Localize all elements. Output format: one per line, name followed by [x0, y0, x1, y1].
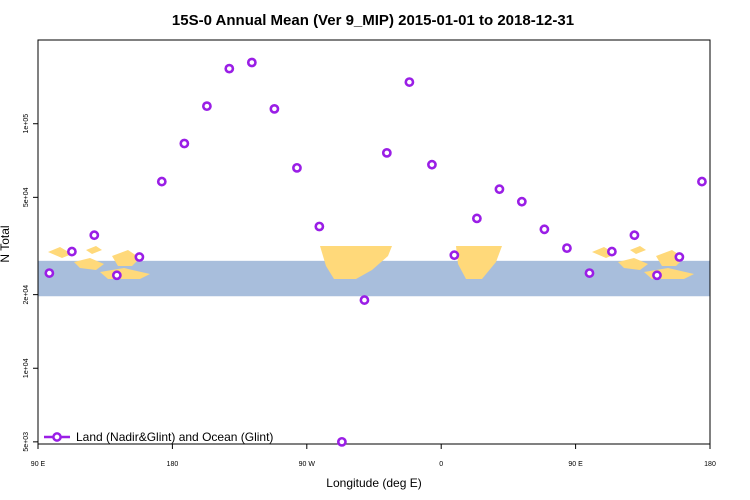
- x-tick-label: 180: [167, 461, 179, 468]
- y-axis-label: N Total: [0, 225, 12, 262]
- data-point: [449, 250, 460, 261]
- data-point: [539, 224, 550, 235]
- data-point: [404, 77, 415, 87]
- land-mass: [112, 250, 140, 266]
- data-point: [381, 147, 392, 158]
- data-point: [179, 138, 190, 149]
- data-point: [471, 213, 482, 224]
- data-point: [224, 63, 235, 74]
- data-point: [44, 268, 55, 278]
- y-tick-label: 2e+04: [23, 285, 30, 305]
- data-point: [516, 196, 527, 207]
- data-point: [292, 162, 302, 173]
- legend-label: Land (Nadir&Glint) and Ocean (Glint): [76, 430, 273, 444]
- data-point: [156, 176, 167, 187]
- data-point: [336, 436, 347, 447]
- data-point: [652, 270, 662, 281]
- plot-frame: [37, 39, 711, 445]
- x-tick-label: 90 E: [568, 461, 583, 468]
- x-tick-label: 90 W: [299, 461, 316, 468]
- y-tick-label: 5e+04: [23, 187, 30, 207]
- data-points: [44, 57, 707, 447]
- data-point: [697, 176, 707, 187]
- data-point: [606, 246, 617, 257]
- land-mass: [320, 246, 392, 279]
- y-tick-label: 5e+03: [23, 432, 30, 452]
- y-tick-label: 1e+05: [23, 114, 30, 134]
- data-point: [629, 230, 640, 241]
- data-point: [584, 268, 595, 278]
- x-tick-label: 0: [439, 461, 443, 468]
- world-map-band: [38, 246, 710, 297]
- land-mass: [86, 246, 102, 254]
- data-point: [674, 252, 685, 262]
- x-tick-label: 180: [704, 461, 716, 468]
- land-mass: [618, 258, 648, 270]
- land-mass: [456, 246, 502, 279]
- data-point: [314, 221, 325, 232]
- land-mass: [74, 258, 104, 270]
- data-point: [427, 159, 437, 170]
- y-tick-label: 1e+04: [23, 358, 30, 378]
- data-point: [134, 252, 145, 262]
- legend: Land (Nadir&Glint) and Ocean (Glint): [44, 430, 273, 444]
- x-axis-label: Longitude (deg E): [326, 476, 421, 490]
- data-point: [562, 243, 572, 254]
- data-point: [66, 246, 77, 257]
- chart-title: 15S-0 Annual Mean (Ver 9_MIP) 2015-01-01…: [172, 12, 574, 29]
- x-axis: 90 E 180 90 W 0 90 E 180: [31, 444, 716, 468]
- data-point: [201, 101, 212, 112]
- legend-marker: [52, 432, 62, 442]
- y-axis: 5e+03 1e+04 2e+04 5e+04 1e+05: [23, 114, 38, 452]
- data-point: [246, 57, 257, 68]
- data-point: [111, 270, 122, 281]
- land-mass: [630, 246, 646, 254]
- data-point: [89, 230, 100, 241]
- data-point: [269, 103, 280, 114]
- x-tick-label: 90 E: [31, 461, 46, 468]
- data-point: [359, 295, 370, 305]
- land-mass: [48, 247, 72, 258]
- data-point: [494, 184, 505, 195]
